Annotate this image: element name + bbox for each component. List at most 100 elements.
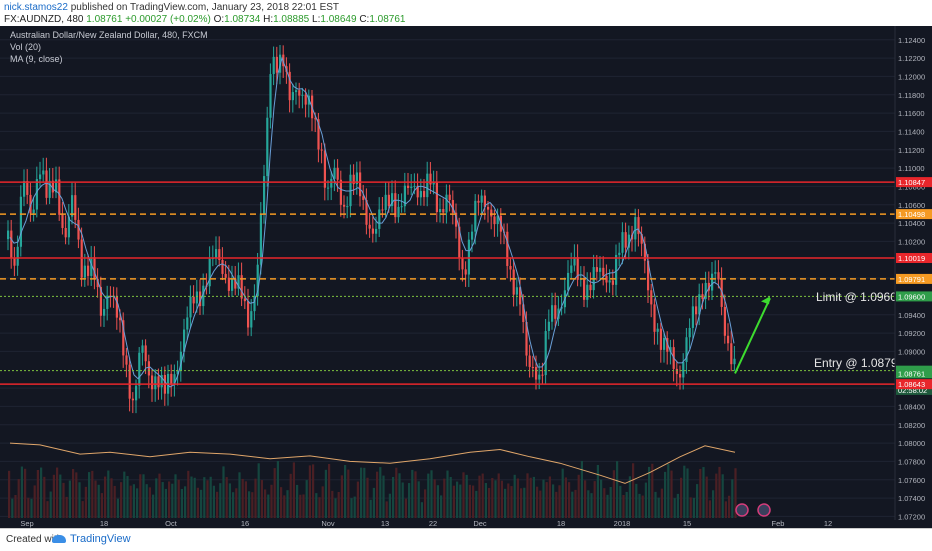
candle-body xyxy=(362,196,365,200)
volume-bar xyxy=(612,470,615,518)
candle-body xyxy=(55,179,58,193)
y-tick-label: 1.10400 xyxy=(898,219,925,228)
volume-bar xyxy=(321,486,324,518)
y-tick-label: 1.09200 xyxy=(898,329,925,338)
volume-bar xyxy=(696,484,699,518)
volume-bar xyxy=(24,468,27,518)
volume-bar xyxy=(203,477,206,518)
volume-bar xyxy=(625,491,628,518)
candle-body xyxy=(679,373,682,378)
volume-bar xyxy=(411,469,414,518)
candle-body xyxy=(186,317,189,330)
volume-bar xyxy=(72,469,75,518)
candle-body xyxy=(570,265,573,273)
volume-bar xyxy=(84,486,87,518)
candle-body xyxy=(493,216,496,225)
volume-bar xyxy=(494,480,497,518)
candle-body xyxy=(221,259,224,274)
candle-body xyxy=(387,194,390,207)
volume-bar xyxy=(36,469,39,518)
candle-body xyxy=(263,176,266,214)
volume-bar xyxy=(417,481,420,518)
volume-bar xyxy=(340,475,343,518)
volume-bar xyxy=(523,487,526,518)
volume-bar xyxy=(558,485,561,518)
volume-bar xyxy=(379,467,382,518)
price-label: 1.08643 xyxy=(898,380,925,389)
volume-bar xyxy=(280,487,283,518)
candle-body xyxy=(61,214,64,228)
volume-bar xyxy=(171,483,174,518)
volume-bar xyxy=(699,468,702,518)
volume-bar xyxy=(715,473,718,518)
volume-bar xyxy=(212,485,215,518)
candle-body xyxy=(103,308,106,316)
volume-bar xyxy=(142,474,145,518)
volume-bar xyxy=(500,480,503,518)
candle-body xyxy=(202,285,205,307)
volume-bar xyxy=(702,467,705,518)
chart-legend: Australian Dollar/New Zealand Dollar, 48… xyxy=(10,29,208,65)
volume-bar xyxy=(254,478,257,518)
volume-bar xyxy=(664,471,667,518)
candle-body xyxy=(26,181,29,195)
candle-body xyxy=(554,305,557,319)
candle-body xyxy=(378,209,381,229)
volume-bar xyxy=(708,500,711,518)
candle-body xyxy=(525,321,528,356)
candle-body xyxy=(381,209,384,211)
candle-body xyxy=(602,267,605,276)
candle-body xyxy=(253,296,256,312)
volume-bar xyxy=(100,493,103,518)
close-label: C: xyxy=(359,14,370,25)
high-label: H: xyxy=(263,14,274,25)
y-tick-label: 1.12000 xyxy=(898,72,925,81)
candle-body xyxy=(240,275,243,299)
volume-bar xyxy=(683,465,686,518)
volume-bar xyxy=(356,481,359,518)
volume-bar xyxy=(68,480,71,518)
volume-bar xyxy=(609,486,612,518)
volume-bar xyxy=(219,483,222,518)
publish-header: nick.stamos22 published on TradingView.c… xyxy=(0,0,932,26)
volume-bar xyxy=(292,462,295,518)
candle-body xyxy=(528,355,531,367)
volume-bar xyxy=(532,476,535,518)
price-label: 1.09600 xyxy=(898,292,925,301)
candle-body xyxy=(87,265,90,276)
volume-bar xyxy=(587,490,590,518)
candle-body xyxy=(371,228,374,234)
chart-area[interactable]: Limit @ 1.09600 Entry @ 1.08790 1.12400 1.1… xyxy=(0,26,932,528)
volume-bar xyxy=(561,468,564,518)
candle-body xyxy=(634,217,637,240)
chart-canvas[interactable]: Limit @ 1.09600 Entry @ 1.08790 1.12400 1.1… xyxy=(0,26,932,528)
volume-bar xyxy=(644,482,647,518)
volume-bar xyxy=(286,490,289,518)
candle-body xyxy=(19,196,22,247)
volume-bar xyxy=(270,484,273,518)
volume-bar xyxy=(110,478,113,518)
candle-body xyxy=(259,213,262,265)
candle-body xyxy=(355,172,358,185)
candle-body xyxy=(141,345,144,353)
candle-body xyxy=(474,200,477,232)
volume-bar xyxy=(174,474,177,518)
volume-bar xyxy=(734,468,737,518)
price-label: 1.10498 xyxy=(898,210,925,219)
volume-bar xyxy=(574,489,577,518)
candle-body xyxy=(10,230,13,258)
volume-bar xyxy=(168,481,171,518)
candle-body xyxy=(627,234,630,248)
candle-body xyxy=(179,351,182,371)
author-link[interactable]: nick.stamos22 xyxy=(4,2,68,13)
volume-bar xyxy=(20,466,23,518)
price-label-bg xyxy=(896,384,932,395)
candle-body xyxy=(608,280,611,283)
candle-body xyxy=(192,296,195,304)
candle-body xyxy=(199,291,202,307)
tradingview-link[interactable]: TradingView xyxy=(52,533,131,545)
volume-bar xyxy=(107,470,110,518)
price-label: 1.10847 xyxy=(898,178,925,187)
candle-body xyxy=(125,355,128,365)
time-axis-panel xyxy=(0,520,932,528)
